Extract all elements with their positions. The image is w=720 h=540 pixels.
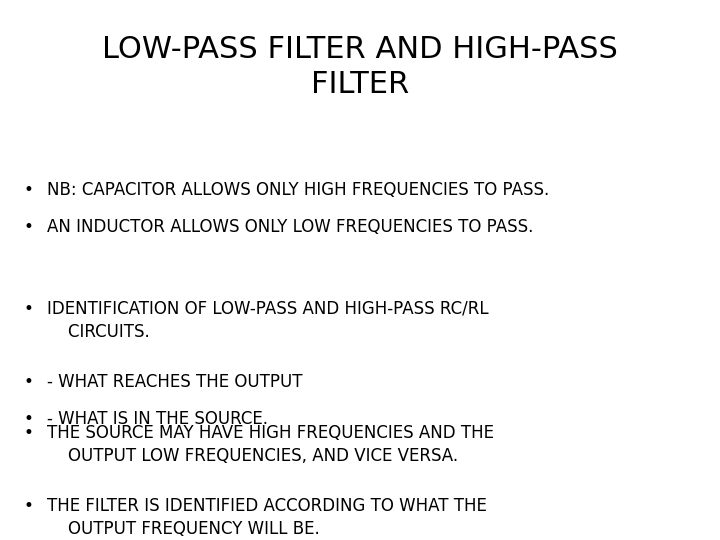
- Text: •: •: [24, 410, 34, 428]
- Text: - WHAT IS IN THE SOURCE.: - WHAT IS IN THE SOURCE.: [47, 410, 268, 428]
- Text: •: •: [24, 497, 34, 515]
- Text: LOW-PASS FILTER AND HIGH-PASS
FILTER: LOW-PASS FILTER AND HIGH-PASS FILTER: [102, 35, 618, 99]
- Text: THE FILTER IS IDENTIFIED ACCORDING TO WHAT THE
    OUTPUT FREQUENCY WILL BE.: THE FILTER IS IDENTIFIED ACCORDING TO WH…: [47, 497, 487, 538]
- Text: •: •: [24, 300, 34, 318]
- Text: •: •: [24, 373, 34, 391]
- Text: THE SOURCE MAY HAVE HIGH FREQUENCIES AND THE
    OUTPUT LOW FREQUENCIES, AND VIC: THE SOURCE MAY HAVE HIGH FREQUENCIES AND…: [47, 424, 494, 465]
- Text: •: •: [24, 424, 34, 442]
- Text: - WHAT REACHES THE OUTPUT: - WHAT REACHES THE OUTPUT: [47, 373, 302, 391]
- Text: •: •: [24, 181, 34, 199]
- Text: IDENTIFICATION OF LOW-PASS AND HIGH-PASS RC/RL
    CIRCUITS.: IDENTIFICATION OF LOW-PASS AND HIGH-PASS…: [47, 300, 488, 341]
- Text: AN INDUCTOR ALLOWS ONLY LOW FREQUENCIES TO PASS.: AN INDUCTOR ALLOWS ONLY LOW FREQUENCIES …: [47, 218, 534, 235]
- Text: NB: CAPACITOR ALLOWS ONLY HIGH FREQUENCIES TO PASS.: NB: CAPACITOR ALLOWS ONLY HIGH FREQUENCI…: [47, 181, 549, 199]
- Text: •: •: [24, 218, 34, 235]
